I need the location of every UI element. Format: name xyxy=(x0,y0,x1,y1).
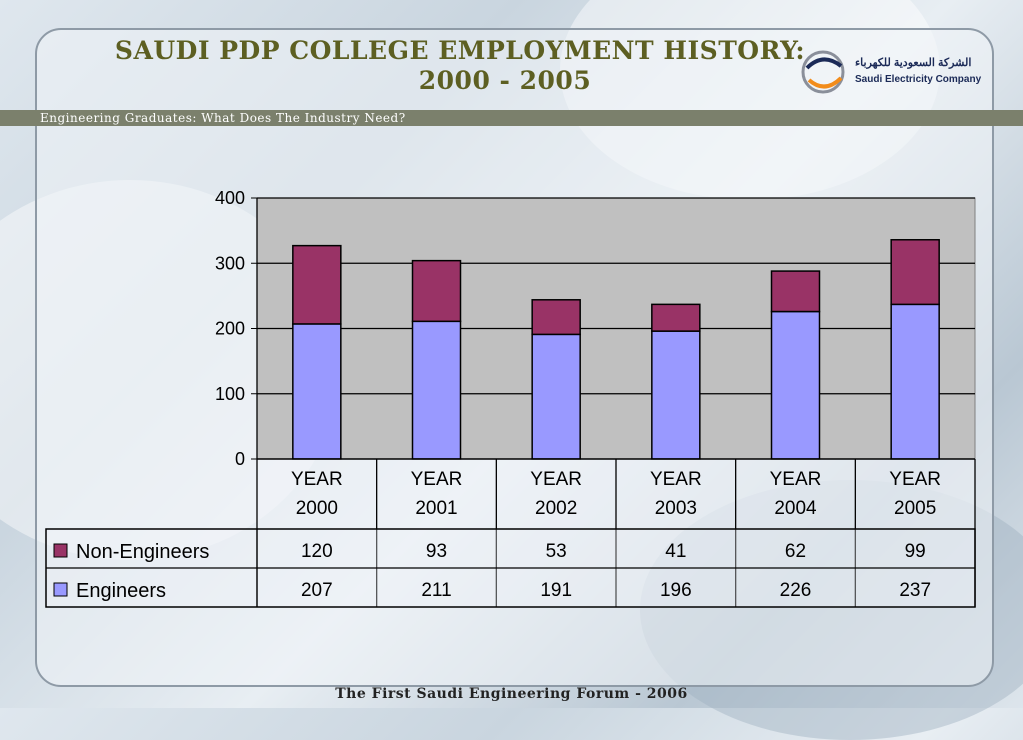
data-label: 41 xyxy=(665,541,686,562)
legend-label: Engineers xyxy=(76,580,166,602)
data-label: 99 xyxy=(905,541,926,562)
bar-engineers xyxy=(411,320,462,460)
slide-title: SAUDI PDP COLLEGE EMPLOYMENT HISTORY: 20… xyxy=(60,36,860,96)
bar-engineers xyxy=(292,323,342,460)
data-label: 196 xyxy=(660,580,692,601)
x-tick-label: 2001 xyxy=(415,498,457,519)
x-tick-label: 2002 xyxy=(535,498,577,519)
data-label: 62 xyxy=(785,541,806,562)
data-label: 53 xyxy=(546,541,567,562)
title-line-2: 2000 - 2005 xyxy=(418,66,592,95)
logo-english-text: Saudi Electricity Company xyxy=(855,74,982,85)
bar-engineers xyxy=(651,330,701,460)
legend-swatch xyxy=(53,543,68,558)
title-line-1: SAUDI PDP COLLEGE EMPLOYMENT HISTORY: xyxy=(114,36,806,65)
legend-label: Non-Engineers xyxy=(76,541,209,563)
x-tick-label: 2005 xyxy=(894,498,936,519)
data-label: 191 xyxy=(540,580,572,601)
bar-non-engineers xyxy=(531,299,581,336)
x-tick-label: 2004 xyxy=(774,498,817,519)
logo-swirl-icon xyxy=(801,50,845,94)
x-tick-label: YEAR xyxy=(889,469,941,490)
y-tick-label: 300 xyxy=(215,253,245,273)
logo-arabic-text: الشركة السعودية للكهرباء xyxy=(855,57,972,69)
bar-non-engineers xyxy=(890,239,940,306)
bar-engineers xyxy=(890,303,940,460)
stacked-bar-chart: 0 100 200 300 400 YEAR 2000 YEAR 2001 YEAR 2002 YEA… xyxy=(45,188,976,608)
y-tick-label: 200 xyxy=(215,319,245,339)
slide-footer: The First Saudi Engineering Forum - 2006 xyxy=(335,686,688,702)
legend-swatch xyxy=(53,582,68,597)
bar-non-engineers xyxy=(651,303,701,332)
x-tick-label: YEAR xyxy=(650,469,702,490)
bar-engineers xyxy=(531,333,581,460)
bar-non-engineers xyxy=(292,244,342,325)
x-tick-label: YEAR xyxy=(530,469,582,490)
y-tick-label: 0 xyxy=(235,449,245,469)
subtitle-band xyxy=(0,110,1023,126)
bar-engineers xyxy=(770,310,821,460)
data-label: 211 xyxy=(421,580,451,601)
x-tick-label: 2003 xyxy=(655,498,697,519)
bar-non-engineers xyxy=(411,259,462,323)
x-tick-label: YEAR xyxy=(770,469,822,490)
data-label: 237 xyxy=(899,580,931,601)
bar-non-engineers xyxy=(770,270,821,313)
y-tick-label: 100 xyxy=(215,384,245,404)
company-logo: الشركة السعودية للكهرباء Saudi Electrici… xyxy=(797,44,987,99)
data-label: 226 xyxy=(780,580,812,601)
x-tick-label: YEAR xyxy=(291,469,343,490)
y-tick-label: 400 xyxy=(215,188,245,208)
data-label: 120 xyxy=(301,541,333,562)
data-label: 207 xyxy=(301,580,333,601)
x-tick-label: 2000 xyxy=(296,498,338,519)
x-tick-label: YEAR xyxy=(411,469,463,490)
slide-subtitle: Engineering Graduates: What Does The Ind… xyxy=(40,111,406,125)
data-label: 93 xyxy=(426,541,447,562)
